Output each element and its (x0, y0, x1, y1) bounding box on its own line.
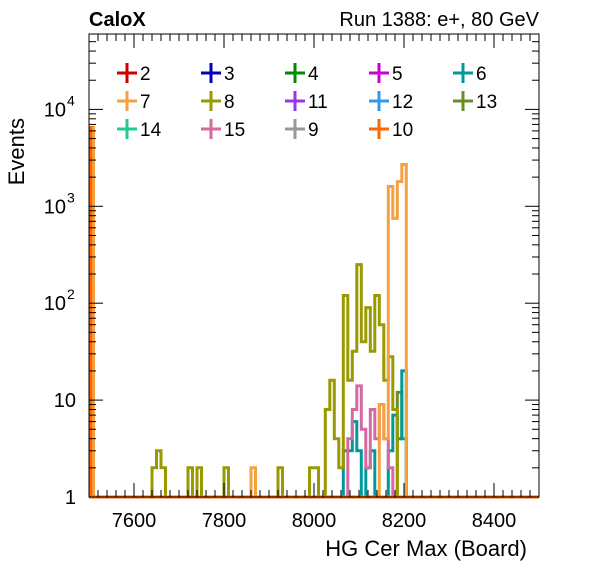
legend: 2 3 4 5 6 7 8 11 12 13 14 15 9 10 (117, 63, 497, 141)
y-tick-exponent: 3 (67, 189, 75, 205)
x-tick-label: 8200 (382, 510, 427, 532)
legend-entry-3: 3 (201, 63, 235, 85)
legend-label: 7 (140, 92, 151, 113)
series-line-7 (89, 126, 539, 499)
y-tick-exponent: 2 (67, 286, 75, 302)
legend-label: 11 (308, 92, 328, 113)
legend-label: 8 (224, 92, 235, 113)
y-axis-title: Events (4, 118, 29, 185)
x-tick-label: 7600 (112, 510, 157, 532)
legend-label: 5 (392, 64, 403, 85)
x-tick-label: 8400 (472, 510, 517, 532)
legend-entry-5: 5 (369, 63, 403, 85)
y-tick-label: 10 (44, 196, 66, 218)
legend-entry-9: 9 (285, 119, 319, 141)
legend-entry-6: 6 (453, 63, 487, 85)
legend-entry-12: 12 (369, 91, 413, 113)
legend-entry-15: 15 (201, 119, 245, 141)
legend-label: 4 (308, 64, 319, 85)
legend-label: 6 (476, 64, 487, 85)
legend-label: 13 (476, 92, 497, 113)
legend-label: 14 (140, 120, 162, 141)
y-tick-label: 10 (44, 293, 66, 315)
legend-entry-7: 7 (117, 91, 151, 113)
x-tick-label: 7800 (202, 510, 247, 532)
legend-label: 9 (308, 120, 319, 141)
legend-entry-10: 10 (369, 119, 413, 141)
legend-entry-11: 11 (285, 91, 328, 113)
y-tick-label: 1 (65, 487, 76, 509)
series-line-8 (89, 263, 539, 499)
legend-entry-8: 8 (201, 91, 235, 113)
run-info-label: Run 1388: e+, 80 GeV (339, 9, 539, 31)
legend-entry-14: 14 (117, 119, 162, 141)
legend-entry-4: 4 (285, 63, 319, 85)
experiment-label: CaloX (89, 9, 146, 31)
y-tick-exponent: 4 (67, 92, 75, 108)
legend-label: 12 (392, 92, 413, 113)
x-axis-title: HG Cer Max (Board) (325, 536, 527, 561)
y-tick-label: 10 (44, 99, 66, 121)
y-tick-label: 10 (54, 390, 76, 412)
legend-entry-2: 2 (117, 63, 151, 85)
x-tick-label: 8000 (292, 510, 337, 532)
legend-label: 2 (140, 64, 151, 85)
legend-entry-13: 13 (453, 91, 497, 113)
legend-label: 3 (224, 64, 235, 85)
legend-label: 10 (392, 120, 413, 141)
legend-label: 15 (224, 120, 245, 141)
